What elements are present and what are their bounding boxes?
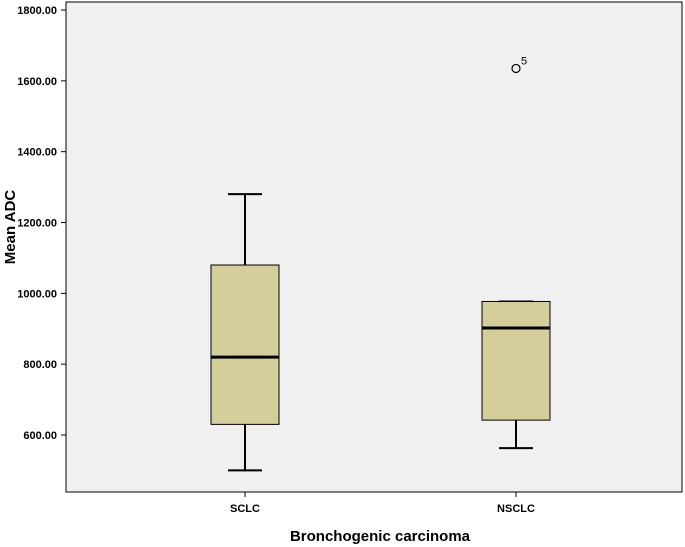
outlier-label: 5 — [521, 55, 527, 67]
boxes-group: 5 — [210, 55, 551, 472]
plot-area — [65, 1, 683, 493]
y-tick-label: 1800.00 — [17, 5, 57, 17]
x-axis-ticks: SCLC NSCLC — [230, 492, 535, 515]
y-tick-label: 1600.00 — [17, 76, 57, 88]
y-tick-label: 1200.00 — [17, 218, 57, 230]
box-sclc — [210, 193, 280, 472]
y-tick-label: 1400.00 — [17, 147, 57, 159]
y-axis-title: Mean ADC — [2, 190, 19, 265]
y-tick-label: 1000.00 — [17, 288, 57, 300]
outlier-point — [511, 63, 521, 74]
x-axis-title: Bronchogenic carcinoma — [290, 528, 471, 545]
iqr-box — [210, 264, 280, 425]
x-tick-label: SCLC — [230, 503, 260, 515]
iqr-box — [481, 300, 551, 421]
y-tick-label: 600.00 — [23, 430, 57, 442]
y-axis-ticks: 600.00 800.00 1000.00 1200.00 1400.00 1600.00… — [17, 5, 66, 442]
y-tick-label: 800.00 — [23, 359, 57, 371]
box-nsclc: 5 — [481, 55, 551, 450]
x-tick-label: NSCLC — [497, 503, 535, 515]
